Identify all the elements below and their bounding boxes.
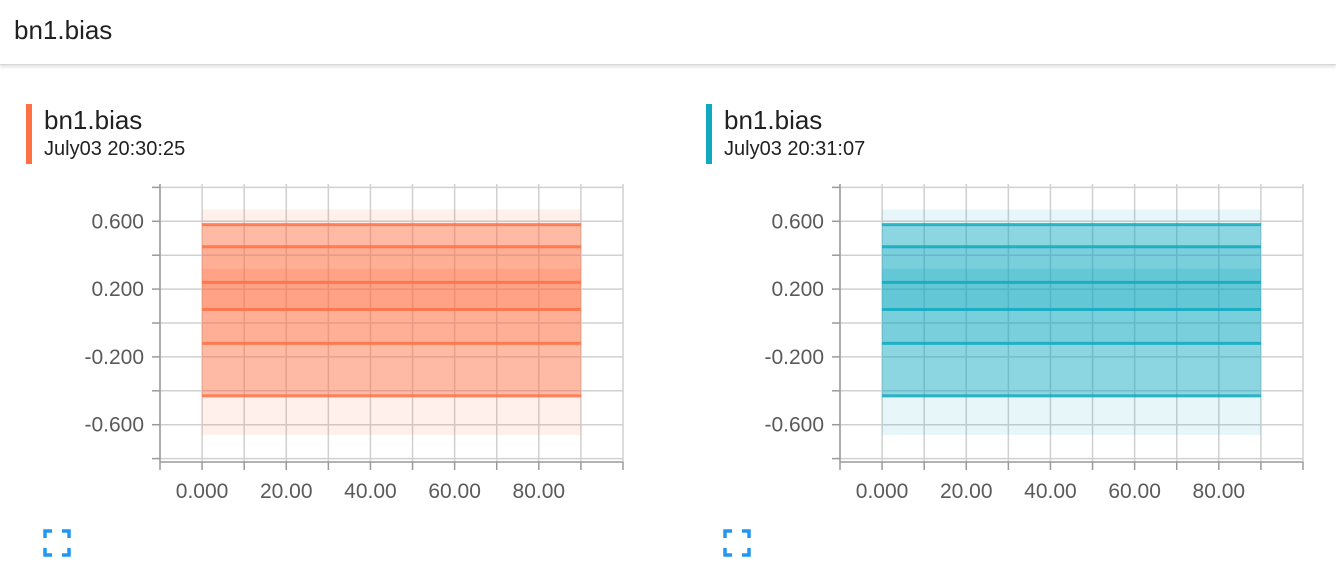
page-title: bn1.bias bbox=[14, 15, 113, 45]
histogram-card: bn1.bias July03 20:31:07 0.600 0.200 -0.20… bbox=[706, 100, 1336, 570]
card-tag-title: bn1.bias bbox=[724, 105, 823, 135]
y-tick-label: 0.600 bbox=[91, 210, 144, 233]
x-tick-label: 60.00 bbox=[428, 480, 481, 503]
y-tick-label: 0.200 bbox=[771, 278, 824, 301]
distribution-band bbox=[882, 268, 1261, 310]
y-tick-label: -0.200 bbox=[84, 346, 144, 369]
x-tick-label: 20.00 bbox=[260, 480, 313, 503]
histogram-chart[interactable]: 0.600 0.200 -0.200 -0.600 0.000 20.00 40.00 60.… bbox=[706, 178, 1336, 510]
page-header: bn1.bias bbox=[0, 0, 1336, 65]
y-tick-label: -0.600 bbox=[84, 414, 144, 437]
run-color-bar bbox=[706, 104, 712, 164]
x-tick-label: 0.000 bbox=[856, 480, 909, 503]
histogram-chart[interactable]: 0.600 0.200 -0.200 -0.600 0.000 20.00 40.00 60.… bbox=[26, 178, 666, 510]
x-tick-label: 40.00 bbox=[344, 480, 397, 503]
y-tick-label: -0.600 bbox=[764, 414, 824, 437]
distribution-band bbox=[202, 268, 581, 310]
y-tick-label: -0.200 bbox=[764, 346, 824, 369]
card-run-label: July03 20:31:07 bbox=[724, 138, 866, 160]
x-tick-label: 0.000 bbox=[176, 480, 229, 503]
y-tick-label: 0.200 bbox=[91, 278, 144, 301]
x-tick-label: 60.00 bbox=[1108, 480, 1161, 503]
card-tag-title: bn1.bias bbox=[44, 105, 143, 135]
fullscreen-button[interactable] bbox=[722, 528, 752, 558]
fullscreen-icon bbox=[723, 529, 751, 557]
y-tick-label: 0.600 bbox=[771, 210, 824, 233]
x-tick-label: 80.00 bbox=[1193, 480, 1246, 503]
histogram-card: bn1.bias July03 20:30:25 0.600 0.200 -0.20… bbox=[26, 100, 666, 570]
fullscreen-icon bbox=[43, 529, 71, 557]
fullscreen-button[interactable] bbox=[42, 528, 72, 558]
distribution-band bbox=[202, 246, 581, 344]
x-tick-label: 20.00 bbox=[940, 480, 993, 503]
x-tick-label: 80.00 bbox=[513, 480, 566, 503]
card-run-label: July03 20:30:25 bbox=[44, 138, 186, 160]
x-tick-label: 40.00 bbox=[1024, 480, 1077, 503]
distribution-band bbox=[882, 246, 1261, 344]
run-color-bar bbox=[26, 104, 32, 164]
